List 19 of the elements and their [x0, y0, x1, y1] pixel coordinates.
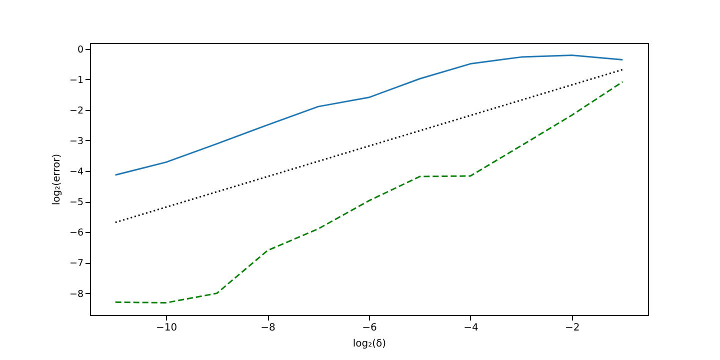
y-tick-label: −1: [69, 74, 84, 86]
y-tick-label: −8: [69, 288, 84, 300]
x-tick-label: −10: [156, 322, 178, 334]
y-tick-label: −7: [69, 258, 84, 270]
x-tick-label: −2: [565, 322, 580, 334]
y-tick-label: −5: [69, 197, 84, 208]
x-tick-label: −8: [260, 322, 276, 334]
y-tick-label: −4: [69, 166, 84, 178]
x-tick-label: −4: [464, 322, 478, 334]
x-tick-label: −6: [362, 322, 377, 334]
line-series: [114, 81, 624, 304]
y-tick-label: −2: [69, 105, 84, 116]
x-axis-title: log₂(δ): [352, 338, 386, 350]
line-series: [114, 54, 624, 176]
line-series: [114, 68, 624, 224]
y-tick-label: −3: [69, 136, 84, 147]
y-axis-title: log₂(error): [51, 154, 62, 206]
y-tick-label: −6: [69, 228, 84, 239]
y-tick-label: 0: [77, 44, 84, 56]
